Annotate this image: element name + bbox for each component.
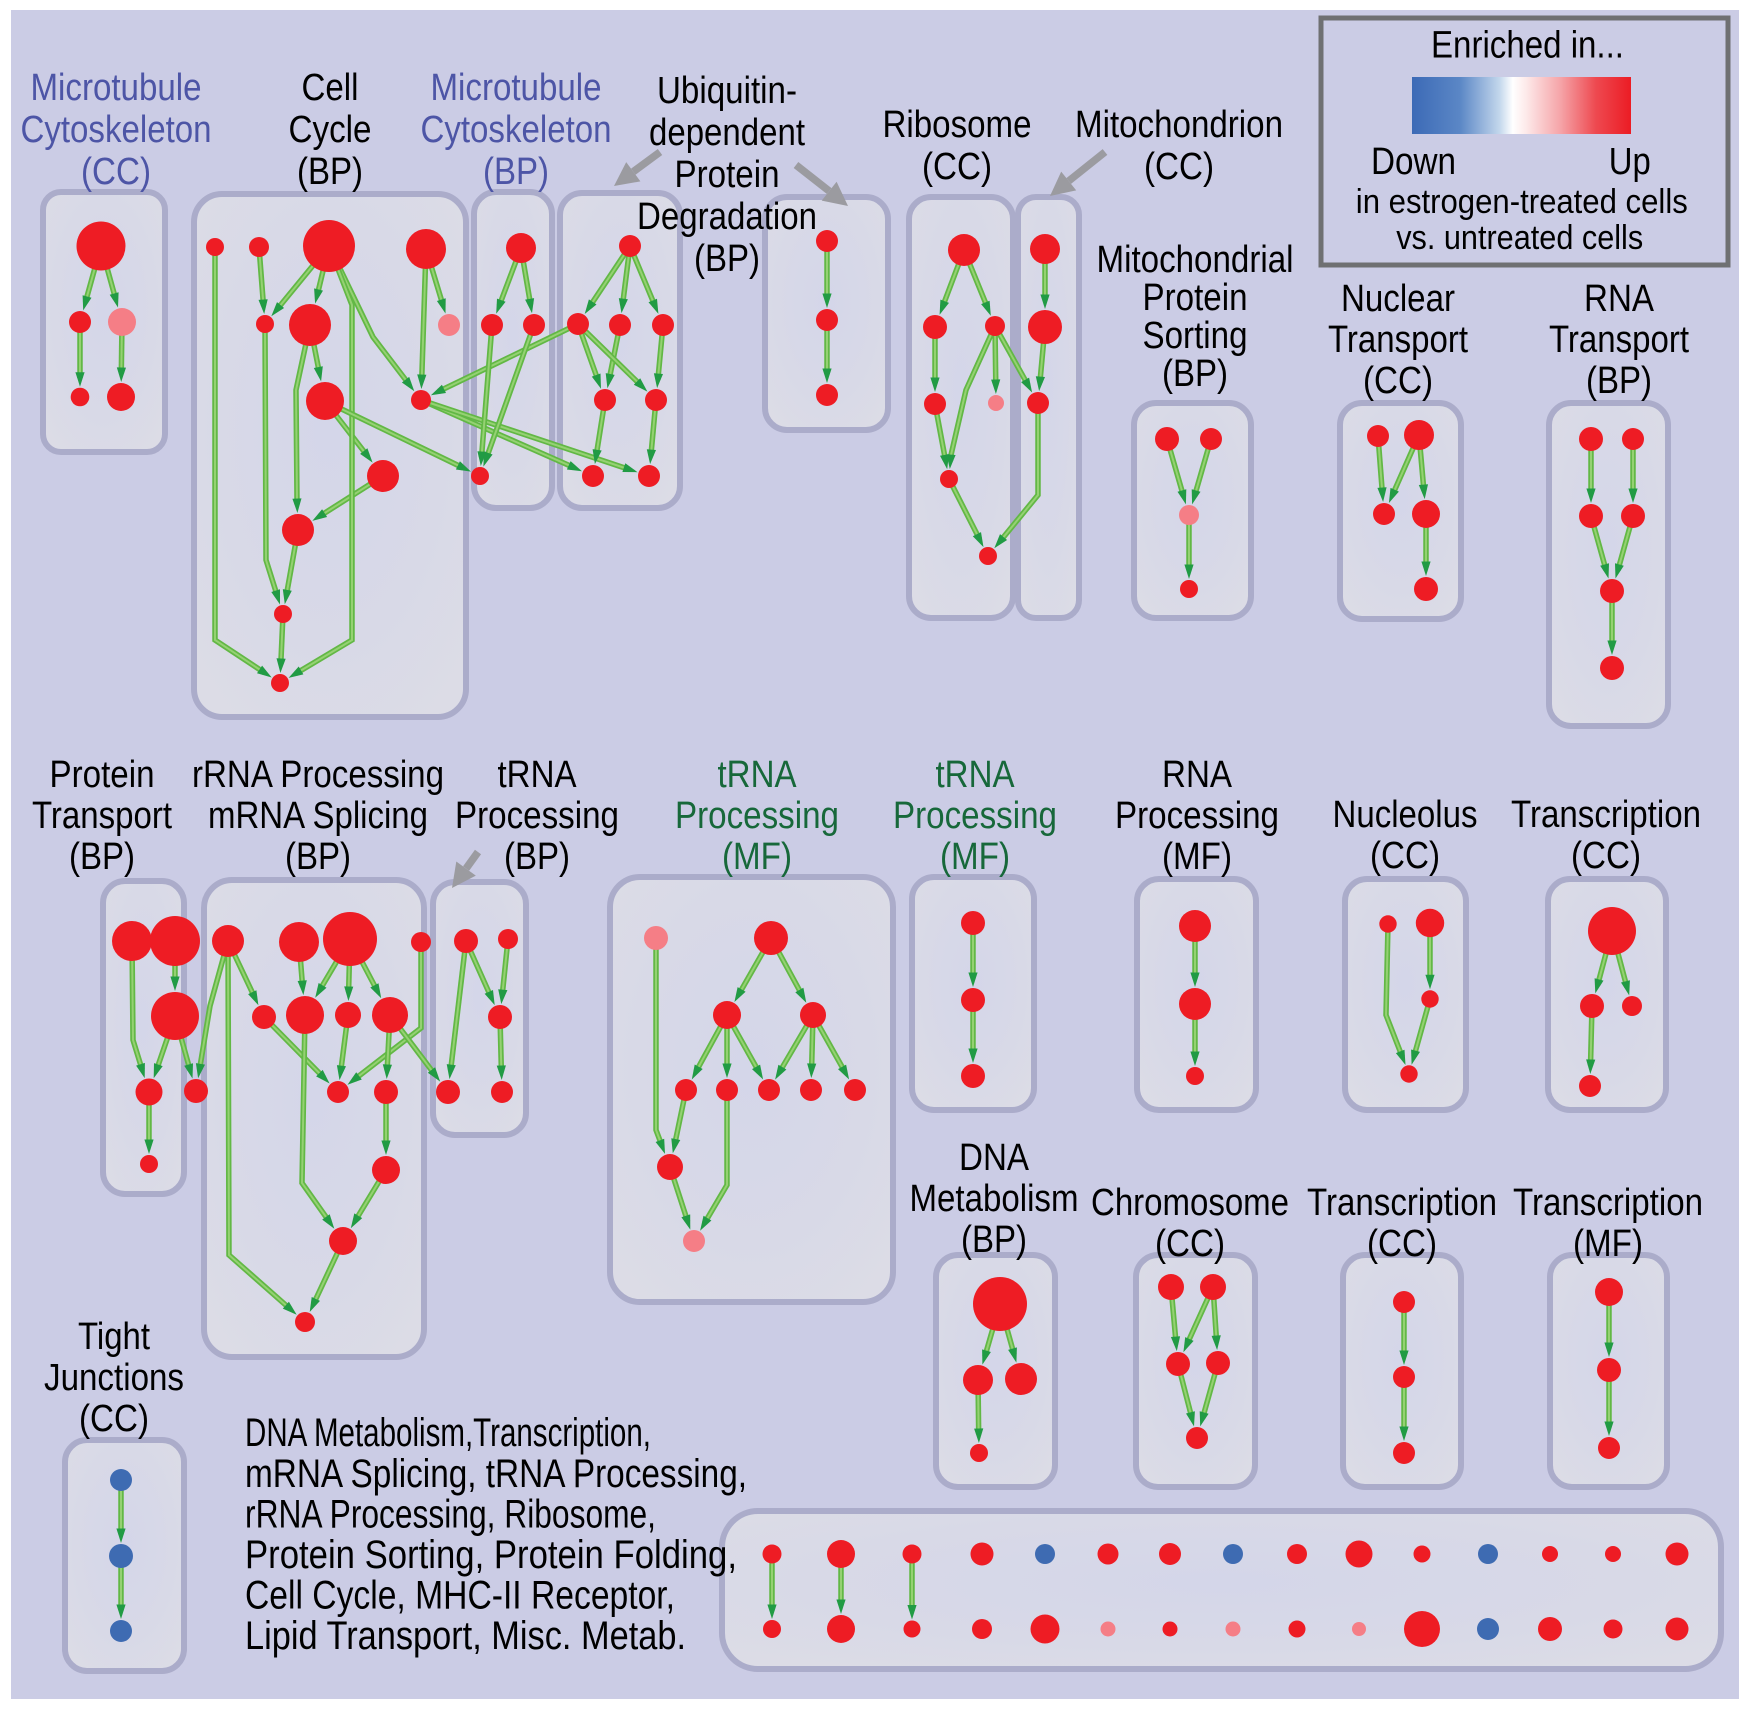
svg-text:Cell: Cell [302, 67, 359, 109]
svg-text:(BP): (BP) [285, 836, 351, 878]
svg-text:Transport: Transport [1549, 319, 1689, 361]
svg-text:Protein: Protein [1143, 277, 1248, 319]
svg-text:Nuclear: Nuclear [1341, 278, 1455, 320]
svg-text:Chromosome: Chromosome [1091, 1182, 1289, 1224]
svg-text:Sorting: Sorting [1143, 315, 1248, 357]
svg-text:Transcription: Transcription [1307, 1182, 1497, 1224]
svg-text:Protein: Protein [675, 154, 780, 196]
svg-text:Transport: Transport [32, 795, 172, 837]
svg-text:Processing: Processing [893, 795, 1057, 837]
svg-text:(BP): (BP) [1162, 353, 1228, 395]
svg-text:(CC): (CC) [1363, 360, 1433, 402]
svg-text:Lipid Transport, Misc. Metab.: Lipid Transport, Misc. Metab. [245, 1614, 686, 1658]
svg-text:(CC): (CC) [79, 1398, 149, 1440]
svg-text:tRNA: tRNA [718, 754, 798, 796]
svg-text:Transcription: Transcription [1513, 1182, 1703, 1224]
svg-text:Transport: Transport [1328, 319, 1468, 361]
svg-text:Degradation: Degradation [637, 196, 817, 238]
svg-text:(MF): (MF) [722, 836, 792, 878]
svg-text:mRNA Splicing: mRNA Splicing [208, 795, 428, 837]
svg-text:Ubiquitin-: Ubiquitin- [657, 70, 797, 112]
svg-text:DNA: DNA [959, 1137, 1030, 1179]
svg-text:(BP): (BP) [1586, 360, 1652, 402]
svg-text:in estrogen-treated cells: in estrogen-treated cells [1356, 183, 1688, 221]
svg-text:(MF): (MF) [940, 836, 1010, 878]
svg-text:DNA Metabolism,Transcription,: DNA Metabolism,Transcription, [245, 1411, 651, 1455]
svg-text:Tight: Tight [78, 1316, 150, 1358]
svg-text:RNA: RNA [1584, 278, 1655, 320]
svg-text:Microtubule: Microtubule [31, 67, 202, 109]
svg-text:Ribosome: Ribosome [883, 104, 1032, 146]
svg-text:tRNA: tRNA [936, 754, 1016, 796]
svg-text:(CC): (CC) [922, 146, 992, 188]
svg-text:mRNA Splicing, tRNA Processing: mRNA Splicing, tRNA Processing, [245, 1452, 747, 1496]
svg-text:tRNA: tRNA [498, 754, 578, 796]
svg-text:(BP): (BP) [961, 1219, 1027, 1261]
svg-text:vs. untreated cells: vs. untreated cells [1396, 219, 1643, 257]
svg-text:Protein: Protein [50, 754, 155, 796]
svg-text:(CC): (CC) [1367, 1223, 1437, 1265]
svg-text:(CC): (CC) [1571, 835, 1641, 877]
svg-text:Up: Up [1609, 141, 1651, 183]
svg-text:Down: Down [1371, 141, 1456, 183]
svg-text:(CC): (CC) [1155, 1223, 1225, 1265]
svg-text:(BP): (BP) [504, 836, 570, 878]
svg-text:Mitochondrion: Mitochondrion [1075, 104, 1283, 146]
svg-text:Protein Sorting, Protein Foldi: Protein Sorting, Protein Folding, [245, 1533, 737, 1577]
svg-text:RNA: RNA [1162, 754, 1233, 796]
svg-text:Microtubule: Microtubule [431, 67, 602, 109]
svg-text:Processing: Processing [675, 795, 839, 837]
svg-text:(BP): (BP) [483, 151, 549, 193]
svg-text:rRNA Processing: rRNA Processing [192, 754, 444, 796]
svg-text:(CC): (CC) [1370, 835, 1440, 877]
svg-text:(MF): (MF) [1573, 1223, 1643, 1265]
svg-text:Nucleolus: Nucleolus [1333, 794, 1478, 836]
svg-text:Processing: Processing [455, 795, 619, 837]
svg-text:(MF): (MF) [1162, 836, 1232, 878]
svg-text:Cytoskeleton: Cytoskeleton [421, 109, 612, 151]
svg-text:Metabolism: Metabolism [910, 1178, 1079, 1220]
svg-text:Transcription: Transcription [1511, 794, 1701, 836]
svg-text:(BP): (BP) [694, 238, 760, 280]
svg-text:Mitochondrial: Mitochondrial [1097, 239, 1294, 281]
svg-text:Junctions: Junctions [44, 1357, 184, 1399]
svg-text:rRNA Processing, Ribosome,: rRNA Processing, Ribosome, [245, 1493, 656, 1537]
svg-text:(CC): (CC) [1144, 146, 1214, 188]
svg-text:Cycle: Cycle [289, 109, 372, 151]
svg-text:(BP): (BP) [297, 151, 363, 193]
svg-text:Processing: Processing [1115, 795, 1279, 837]
svg-text:dependent: dependent [649, 112, 805, 154]
svg-text:(CC): (CC) [81, 151, 151, 193]
svg-text:Enriched in...: Enriched in... [1431, 25, 1624, 67]
svg-text:Cytoskeleton: Cytoskeleton [21, 109, 212, 151]
svg-text:Cell Cycle, MHC-II Receptor,: Cell Cycle, MHC-II Receptor, [245, 1574, 675, 1618]
svg-text:(BP): (BP) [69, 836, 135, 878]
